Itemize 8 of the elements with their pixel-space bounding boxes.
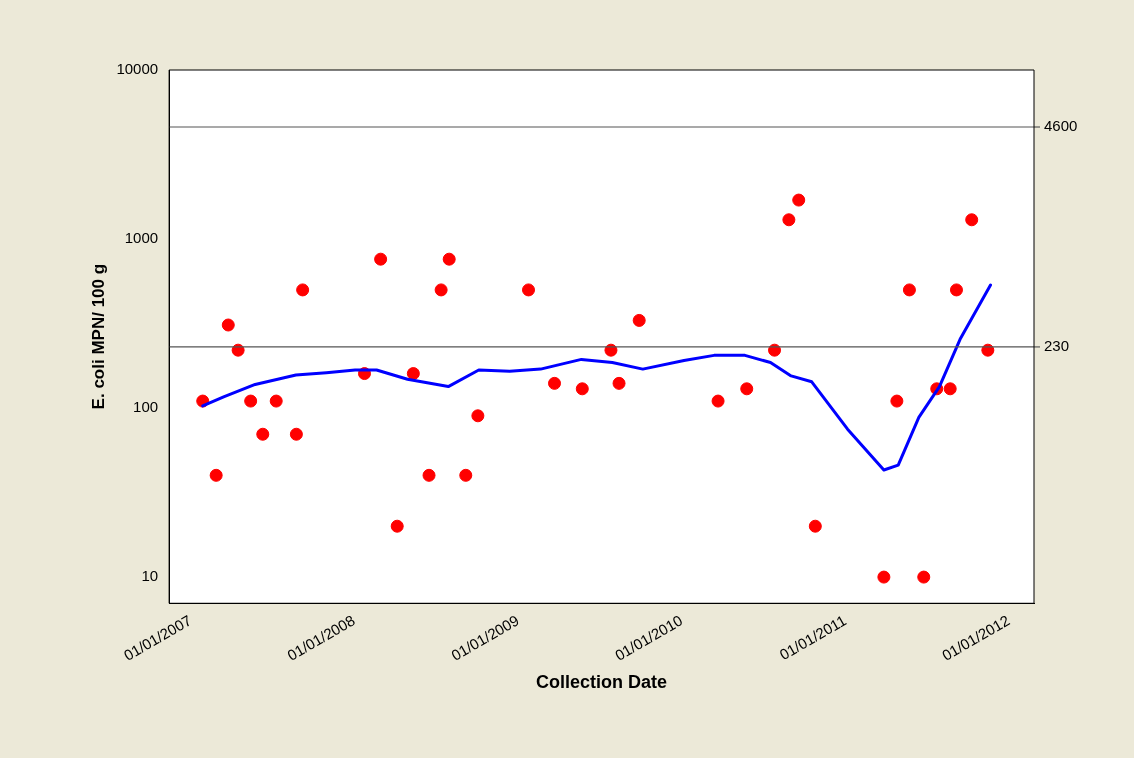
- y-axis-title: E. coli MPN/ 100 g: [88, 263, 108, 410]
- y-tick-label: 1000: [124, 229, 159, 247]
- y-tick-label: 100: [133, 398, 159, 416]
- ref-line-label: 230: [1044, 337, 1070, 355]
- x-axis-title: Collection Date: [536, 672, 668, 693]
- y-tick-label: 10000: [116, 60, 159, 78]
- ref-line-label: 4600: [1044, 117, 1078, 135]
- y-tick-label: 10: [141, 567, 159, 585]
